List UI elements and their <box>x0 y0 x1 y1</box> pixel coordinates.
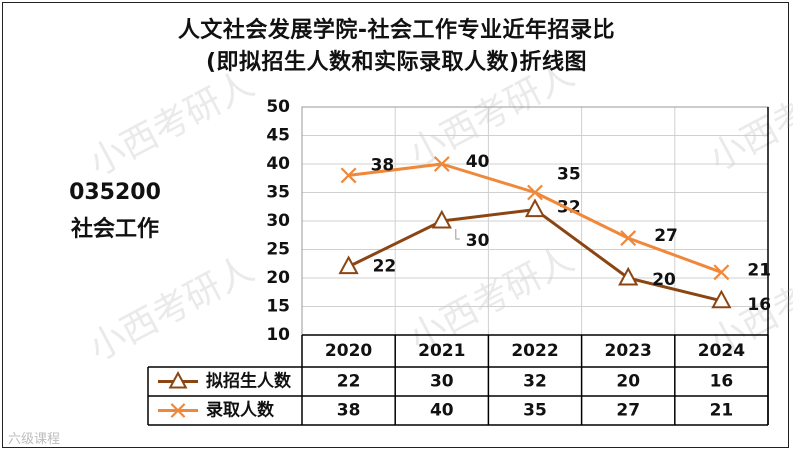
chart-title: 人文社会发展学院-社会工作专业近年招录比 <box>177 18 616 43</box>
y-tick-label: 35 <box>266 183 290 203</box>
data-label: 16 <box>747 295 771 315</box>
y-tick-label: 10 <box>266 325 290 345</box>
data-label: 40 <box>466 152 490 172</box>
table-cell: 21 <box>710 401 734 421</box>
data-point-triangle <box>168 371 188 389</box>
corner-logo: 六级课程 <box>8 432 61 447</box>
y-tick-label: 45 <box>266 126 290 146</box>
data-point-triangle <box>711 289 732 309</box>
table-cell: 32 <box>523 372 547 392</box>
data-point-triangle <box>338 255 359 275</box>
data-label: 38 <box>371 155 395 175</box>
x-tick-label: 2022 <box>511 341 558 361</box>
x-tick-label: 2020 <box>325 341 372 361</box>
data-point-x <box>620 230 637 247</box>
y-tick-label: 25 <box>266 240 290 260</box>
data-label: 20 <box>652 270 676 290</box>
data-point-triangle <box>618 266 639 286</box>
data-point-x <box>713 264 730 281</box>
y-tick-label: 20 <box>266 268 290 288</box>
legend-label: 录取人数 <box>206 400 275 421</box>
y-tick-label: 15 <box>266 297 290 317</box>
x-tick-label: 2021 <box>418 341 465 361</box>
table-cell: 16 <box>710 372 734 392</box>
data-label: 22 <box>373 257 397 277</box>
data-point-x <box>340 167 357 184</box>
data-label: 21 <box>747 260 771 280</box>
table-cell: 22 <box>337 372 361 392</box>
table-cell: 40 <box>430 401 454 421</box>
data-label: 35 <box>557 165 581 185</box>
y-tick-label: 50 <box>266 97 290 117</box>
table-cell: 35 <box>523 401 547 421</box>
series-line <box>348 162 722 274</box>
data-point-x <box>527 184 543 201</box>
table-cell: 27 <box>616 401 640 421</box>
data-point-triangle <box>431 209 452 229</box>
leader-line <box>455 229 460 240</box>
data-point-triangle <box>524 198 546 218</box>
y-tick-label: 40 <box>266 154 290 174</box>
x-tick-label: 2024 <box>698 341 745 361</box>
legend-label: 拟招生人数 <box>206 371 292 392</box>
data-point-x <box>433 156 450 172</box>
x-tick-label: 2023 <box>605 341 652 361</box>
chart-subtitle: (即拟招生人数和实际录取人数)折线图 <box>205 50 588 75</box>
table-cell: 30 <box>430 372 454 392</box>
table-cell: 38 <box>337 401 361 421</box>
y-tick-label: 30 <box>266 211 290 231</box>
data-point-x <box>170 403 186 418</box>
program-code: 035200 <box>69 180 161 205</box>
data-label: 27 <box>654 226 678 246</box>
program-name: 社会工作 <box>70 217 159 242</box>
table-cell: 20 <box>616 372 640 392</box>
data-label: 30 <box>466 231 490 251</box>
